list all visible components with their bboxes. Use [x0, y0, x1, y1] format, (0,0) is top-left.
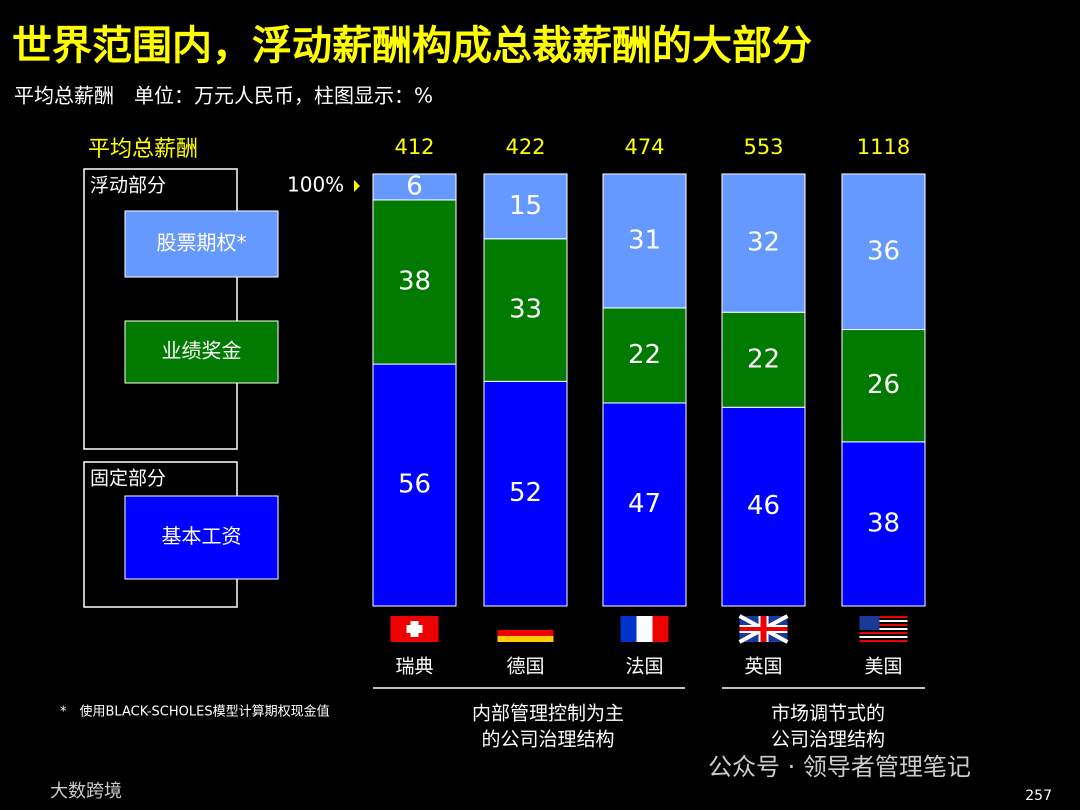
total-label: 422	[505, 135, 545, 159]
pointer	[354, 180, 360, 192]
group-label: 公司治理结构	[771, 729, 885, 751]
bar-segment	[721, 173, 806, 313]
category-label: 英国	[744, 656, 782, 678]
category-label: 法国	[625, 656, 663, 678]
flag	[859, 624, 908, 626]
value-label: 33	[509, 295, 542, 325]
bar-segment	[483, 173, 568, 240]
flag	[859, 620, 908, 622]
bar-segment	[602, 402, 687, 607]
group-label: 内部管理控制为主	[472, 703, 624, 725]
bar-segment	[483, 238, 568, 382]
total-label: 1118	[857, 135, 910, 159]
flag	[859, 616, 908, 618]
subtitle: 平均总薪酬 单位：万元人民币，柱图显示：%	[14, 84, 433, 108]
bar-segment	[483, 380, 568, 607]
group-label: 的公司治理结构	[481, 729, 614, 751]
fixed-label: 固定部分	[90, 468, 166, 490]
legend-label: 业绩奖金	[162, 339, 242, 363]
value-label: 22	[628, 340, 661, 370]
flag	[620, 616, 637, 642]
bar-segment	[721, 311, 806, 408]
category-label: 瑞典	[395, 656, 433, 678]
value-label: 22	[747, 344, 780, 374]
legend-swatch	[124, 210, 279, 278]
variable-box	[83, 168, 238, 450]
flag	[859, 640, 908, 642]
value-label: 32	[747, 228, 780, 258]
value-label: 31	[628, 225, 661, 255]
category-label: 美国	[864, 656, 902, 678]
watermark: 公众号 · 领导者管理笔记	[708, 753, 971, 781]
group-label: 市场调节式的	[771, 703, 885, 725]
value-label: 36	[867, 236, 900, 266]
value-label: 6	[406, 171, 423, 201]
legend-title: 平均总薪酬	[88, 137, 198, 162]
bar-segment	[841, 441, 926, 607]
value-label: 56	[398, 470, 431, 500]
footnote: * 使用BLACK-SCHOLES模型计算期权现金值	[60, 704, 330, 720]
bar-segment	[602, 173, 687, 309]
flag	[859, 628, 908, 630]
bar-segment	[372, 199, 457, 365]
legend-swatch	[124, 495, 279, 580]
bar-segment	[721, 406, 806, 607]
value-label: 47	[628, 489, 661, 519]
flag	[859, 636, 908, 638]
flag	[760, 616, 767, 642]
total-label: 474	[624, 135, 664, 159]
variable-label: 浮动部分	[90, 175, 166, 197]
total-label: 412	[394, 135, 434, 159]
total-label: 553	[743, 135, 783, 159]
flag	[497, 624, 554, 630]
bar-segment	[841, 173, 926, 331]
value-label: 46	[747, 491, 780, 521]
flag	[497, 630, 554, 636]
bar-segment	[372, 173, 457, 201]
value-label: 38	[867, 508, 900, 538]
legend-label: 基本工资	[162, 524, 242, 548]
category-label: 德国	[506, 656, 544, 678]
flag	[406, 625, 423, 633]
y-top-label: 100%	[287, 173, 344, 197]
value-label: 26	[867, 370, 900, 400]
value-label: 38	[398, 267, 431, 297]
legend-label: 股票期权*	[157, 231, 247, 255]
value-label: 15	[509, 191, 542, 221]
flag	[859, 632, 908, 634]
flag	[859, 616, 880, 630]
flag	[652, 616, 669, 642]
page-number: 257	[1025, 788, 1052, 804]
title: 世界范围内，浮动薪酬构成总裁薪酬的大部分	[12, 23, 812, 69]
flag	[497, 636, 554, 642]
logo: 大数跨境	[50, 781, 122, 802]
bar-segment	[372, 363, 457, 607]
bar-segment	[841, 329, 926, 443]
flag	[636, 616, 653, 642]
bar-segment	[602, 307, 687, 404]
legend-swatch	[124, 320, 279, 384]
value-label: 52	[509, 478, 542, 508]
